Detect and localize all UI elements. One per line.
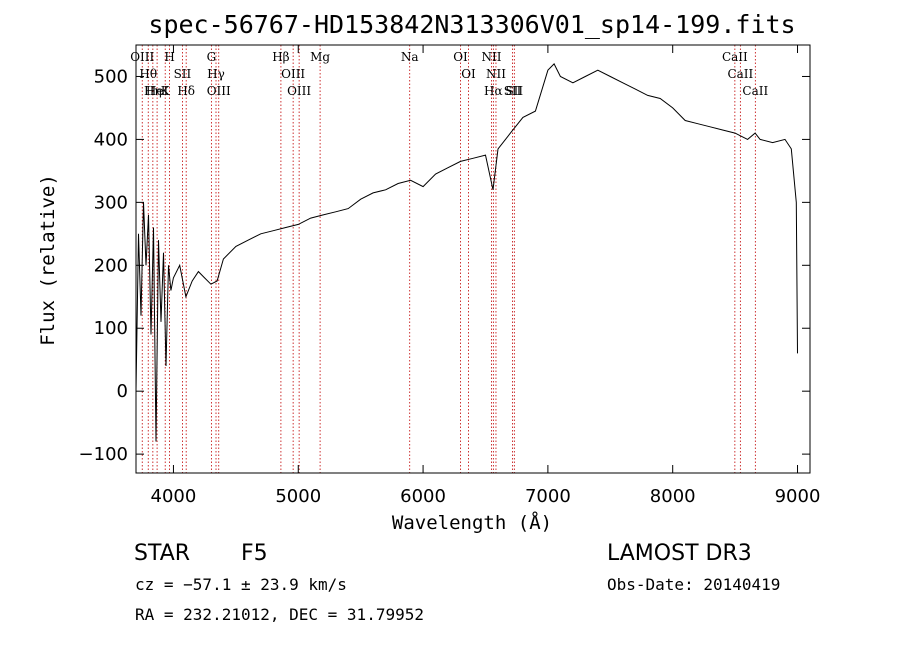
reference-line-label: Hγ <box>207 67 225 81</box>
reference-lines <box>141 45 756 473</box>
y-tick-label: −100 <box>79 444 128 465</box>
reference-line-label: K <box>161 84 171 98</box>
reference-line-label: NII <box>486 67 506 81</box>
reference-line-label: HeI <box>146 84 169 98</box>
y-tick-label: 0 <box>117 381 128 402</box>
chart-title: spec-56767-HD153842N313306V01_sp14-199.f… <box>148 10 795 39</box>
reference-line-label: OIII <box>287 84 311 98</box>
x-tick-label: 6000 <box>400 486 446 507</box>
reference-line-label: Hη <box>144 84 162 98</box>
x-axis-label: Wavelength (Å) <box>392 511 552 534</box>
reference-line-label: SII <box>174 67 192 81</box>
coordinates-text: RA = 232.21012, DEC = 31.79952 <box>135 605 424 624</box>
spectrum-line <box>135 63 798 442</box>
reference-line-label: H <box>164 50 174 64</box>
redshift-text: cz = −57.1 ± 23.9 km/s <box>135 575 347 594</box>
reference-line-label: Hα <box>484 84 503 98</box>
x-tick-label: 8000 <box>650 486 696 507</box>
x-tick-label: 7000 <box>525 486 571 507</box>
object-subclass: F5 <box>241 541 268 566</box>
reference-line-label: OIII <box>281 67 305 81</box>
x-tick-label: 9000 <box>775 486 821 507</box>
reference-line-label: Hθ <box>139 67 157 81</box>
survey-name: LAMOST DR3 <box>607 541 752 566</box>
reference-line-label: NII <box>481 50 501 64</box>
reference-line-label: CaII <box>742 84 768 98</box>
reference-line-label: G <box>207 50 217 64</box>
x-axis-ticks: 4000 5000 6000 7000 8000 9000 <box>151 45 821 507</box>
object-class: STAR <box>134 541 190 566</box>
reference-line-label: SII <box>505 84 523 98</box>
reference-line-label: OIII <box>207 84 231 98</box>
reference-line-label: CaII <box>722 50 748 64</box>
y-tick-label: 300 <box>94 192 128 213</box>
y-tick-label: 400 <box>94 129 128 150</box>
obs-date-text: Obs-Date: 20140419 <box>607 575 780 594</box>
reference-line-label: Hβ <box>272 50 289 64</box>
reference-line-label: SII <box>504 84 522 98</box>
y-tick-label: 200 <box>94 255 128 276</box>
reference-line-label: Hδ <box>177 84 195 98</box>
y-axis-label: Flux (relative) <box>37 174 59 346</box>
y-tick-label: 100 <box>94 318 128 339</box>
reference-line-label: CaII <box>727 67 753 81</box>
plot-frame <box>135 44 811 474</box>
reference-line-label: OI <box>453 50 468 64</box>
reference-line-label: Na <box>401 50 419 64</box>
x-tick-label: 5000 <box>275 486 321 507</box>
x-tick-label: 4000 <box>151 486 197 507</box>
reference-line-label: OIII <box>130 50 154 64</box>
y-axis-ticks: −100 0 100 200 300 400 500 <box>79 66 810 465</box>
reference-line-label: OI <box>461 67 476 81</box>
y-tick-label: 500 <box>94 66 128 87</box>
reference-line-label: Mg <box>310 50 330 64</box>
